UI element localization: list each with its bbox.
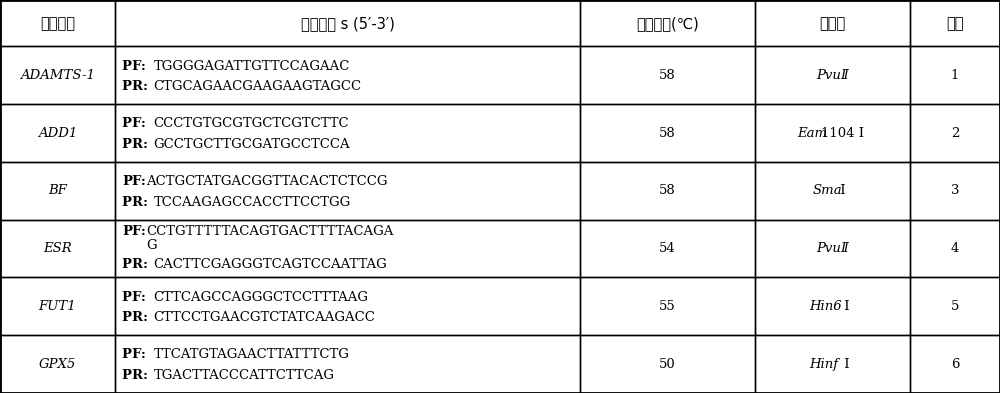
Bar <box>910 220 1000 277</box>
Text: Ⅱ: Ⅱ <box>840 69 848 82</box>
Text: TGACTTACCCATTCTTCAG: TGACTTACCCATTCTTCAG <box>154 369 335 382</box>
Bar <box>910 46 1000 104</box>
Bar <box>0 220 115 277</box>
Text: CCCTGTGCGTGCTCGTCTTC: CCCTGTGCGTGCTCGTCTTC <box>154 117 349 130</box>
Text: PR:: PR: <box>122 311 153 324</box>
Bar <box>0 277 115 335</box>
Text: BF: BF <box>48 184 67 197</box>
Bar <box>115 162 580 220</box>
Bar <box>0 335 115 393</box>
Text: I: I <box>840 358 850 371</box>
Text: FUT1: FUT1 <box>39 300 76 313</box>
Bar <box>910 162 1000 220</box>
Text: PR:: PR: <box>122 80 153 93</box>
Text: ADAMTS-1: ADAMTS-1 <box>20 69 95 82</box>
Text: Sma: Sma <box>813 184 842 197</box>
Text: ESR: ESR <box>43 242 72 255</box>
Bar <box>580 46 755 104</box>
Bar <box>580 0 755 46</box>
Text: Eam: Eam <box>797 127 827 140</box>
Text: PR:: PR: <box>122 258 153 271</box>
Bar <box>910 0 1000 46</box>
Text: Hin6: Hin6 <box>809 300 841 313</box>
Text: CCTGTTTTTACAGTGACTTTTACAGA: CCTGTTTTTACAGTGACTTTTACAGA <box>146 225 393 238</box>
Bar <box>580 104 755 162</box>
Bar <box>0 0 115 46</box>
Text: 退火温度(℃): 退火温度(℃) <box>636 16 699 31</box>
Text: GCCTGCTTGCGATGCCTCCA: GCCTGCTTGCGATGCCTCCA <box>154 138 350 151</box>
Bar <box>755 277 910 335</box>
Bar <box>755 0 910 46</box>
Text: 54: 54 <box>659 242 676 255</box>
Text: 6: 6 <box>951 358 959 371</box>
Text: Hinf: Hinf <box>809 358 838 371</box>
Text: 3: 3 <box>951 184 959 197</box>
Text: Ⅱ: Ⅱ <box>840 242 848 255</box>
Bar <box>115 104 580 162</box>
Bar <box>580 162 755 220</box>
Text: PF:: PF: <box>122 117 150 130</box>
Text: Pvu: Pvu <box>817 69 842 82</box>
Bar <box>115 46 580 104</box>
Text: 1104 I: 1104 I <box>821 127 864 140</box>
Text: PR:: PR: <box>122 138 153 151</box>
Text: TCCAAGAGCCACCTTCCTGG: TCCAAGAGCCACCTTCCTGG <box>154 196 351 209</box>
Text: 58: 58 <box>659 127 676 140</box>
Bar <box>0 104 115 162</box>
Text: GPX5: GPX5 <box>39 358 76 371</box>
Text: Pvu: Pvu <box>817 242 842 255</box>
Bar <box>910 335 1000 393</box>
Text: 58: 58 <box>659 69 676 82</box>
Text: CTTCCTGAACGTCTATCAAGACC: CTTCCTGAACGTCTATCAAGACC <box>154 311 376 324</box>
Text: PR:: PR: <box>122 369 153 382</box>
Text: I: I <box>836 184 846 197</box>
Text: PF:: PF: <box>122 175 146 188</box>
Bar <box>755 104 910 162</box>
Text: 基因名称: 基因名称 <box>40 16 75 31</box>
Text: 1: 1 <box>951 69 959 82</box>
Text: PF:: PF: <box>122 290 150 304</box>
Bar <box>580 220 755 277</box>
Text: CTGCAGAACGAAGAAGTAGCC: CTGCAGAACGAAGAAGTAGCC <box>154 80 362 93</box>
Text: 引物序列 s (5′-3′): 引物序列 s (5′-3′) <box>301 16 394 31</box>
Text: 5: 5 <box>951 300 959 313</box>
Text: TTCATGTAGAACTTATTTCTG: TTCATGTAGAACTTATTTCTG <box>154 348 350 362</box>
Text: 位点: 位点 <box>946 16 964 31</box>
Bar <box>115 0 580 46</box>
Text: ADD1: ADD1 <box>38 127 77 140</box>
Bar <box>755 335 910 393</box>
Bar <box>755 162 910 220</box>
Bar <box>580 335 755 393</box>
Text: 4: 4 <box>951 242 959 255</box>
Bar <box>115 220 580 277</box>
Text: 50: 50 <box>659 358 676 371</box>
Text: PF:: PF: <box>122 348 150 362</box>
Text: G: G <box>146 239 156 252</box>
Bar <box>910 277 1000 335</box>
Bar <box>115 277 580 335</box>
Bar <box>115 335 580 393</box>
Bar <box>0 46 115 104</box>
Text: 2: 2 <box>951 127 959 140</box>
Text: TGGGGAGATTGTTCCAGAAC: TGGGGAGATTGTTCCAGAAC <box>154 59 350 73</box>
Bar <box>0 162 115 220</box>
Text: CACTTCGAGGGTCAGTCCAATTAG: CACTTCGAGGGTCAGTCCAATTAG <box>154 258 387 271</box>
Bar <box>755 220 910 277</box>
Bar <box>580 277 755 335</box>
Text: PR:: PR: <box>122 196 153 209</box>
Bar <box>755 46 910 104</box>
Text: ACTGCTATGACGGTTACACTCTCCG: ACTGCTATGACGGTTACACTCTCCG <box>146 175 387 188</box>
Text: PF:: PF: <box>122 59 150 73</box>
Text: PF:: PF: <box>122 225 146 238</box>
Text: I: I <box>840 300 850 313</box>
Bar <box>910 104 1000 162</box>
Text: 58: 58 <box>659 184 676 197</box>
Text: 55: 55 <box>659 300 676 313</box>
Text: 内切酶: 内切酶 <box>819 16 846 31</box>
Text: CTTCAGCCAGGGCTCCTTTAAG: CTTCAGCCAGGGCTCCTTTAAG <box>154 290 369 304</box>
